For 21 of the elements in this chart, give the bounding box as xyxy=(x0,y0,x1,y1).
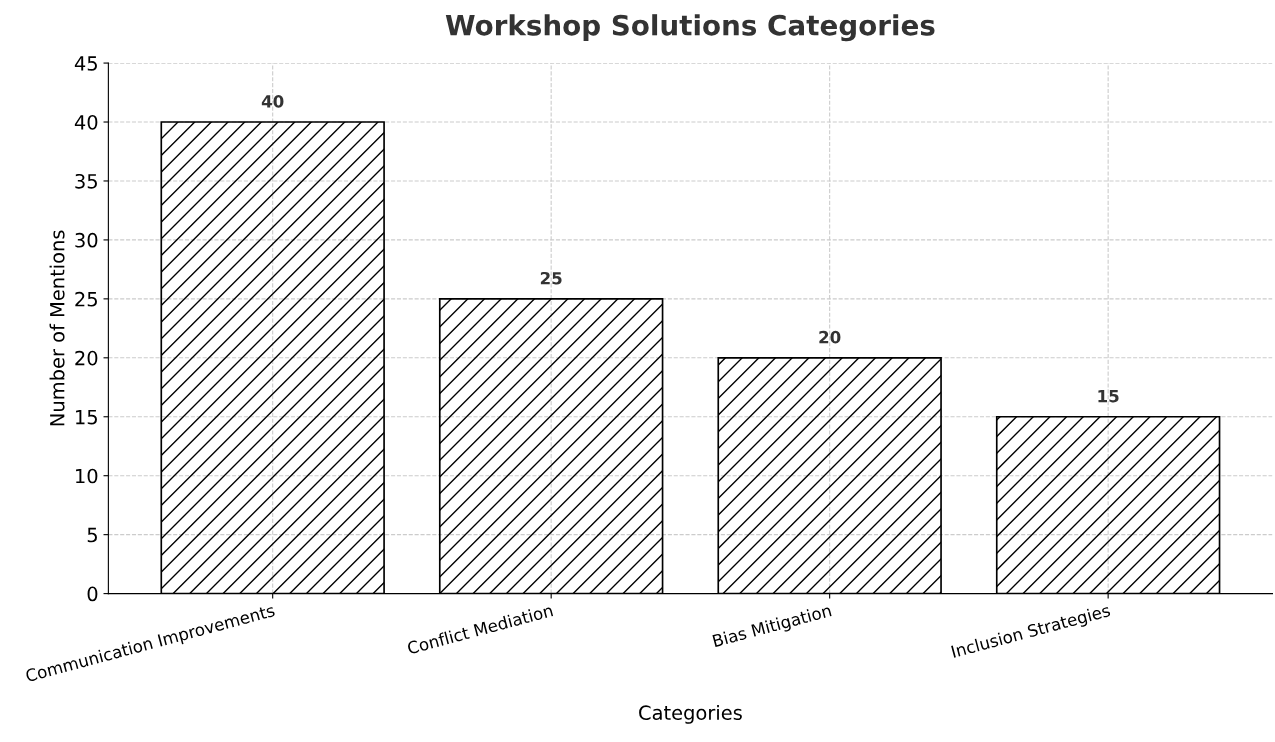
y-tick-label: 25 xyxy=(75,291,97,307)
y-tick-label: 30 xyxy=(75,232,98,248)
y-tick-label: 20 xyxy=(75,350,98,366)
bar xyxy=(160,121,385,594)
y-tick-label: 15 xyxy=(76,409,97,425)
y-tick-label: 0 xyxy=(87,586,98,602)
y-tick-label: 40 xyxy=(74,114,98,130)
data-label: 20 xyxy=(819,330,841,344)
chart-title: Workshop Solutions Categories xyxy=(445,14,935,42)
x-axis-title: Categories xyxy=(639,704,742,724)
y-tick-label: 45 xyxy=(74,56,97,71)
y-tick-label: 35 xyxy=(75,173,97,189)
bar xyxy=(438,298,664,594)
y-tick-label: 10 xyxy=(76,468,98,484)
y-axis-title: Number of Mentions xyxy=(49,230,65,426)
y-tick-label: 5 xyxy=(87,527,97,543)
bar xyxy=(995,415,1221,594)
data-label: 15 xyxy=(1098,390,1119,403)
data-label: 40 xyxy=(261,95,284,108)
data-label: 25 xyxy=(540,271,562,285)
bar xyxy=(717,356,942,594)
